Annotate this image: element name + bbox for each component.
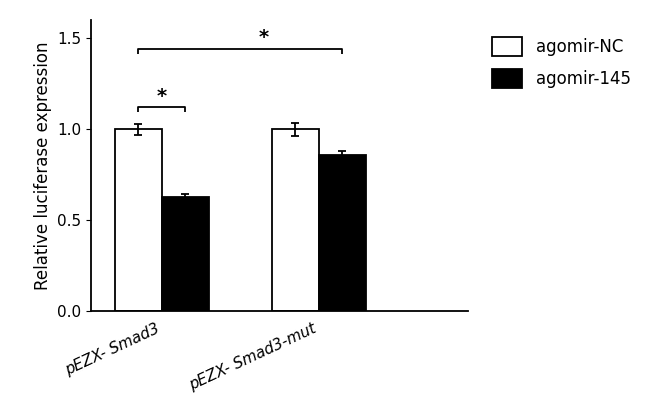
- Text: *: *: [259, 28, 269, 47]
- Bar: [162, 197, 209, 311]
- Y-axis label: Relative luciferase expression: Relative luciferase expression: [34, 41, 51, 290]
- Bar: [318, 155, 366, 311]
- Text: *: *: [157, 87, 167, 105]
- Bar: [114, 129, 162, 311]
- Legend: agomir-NC, agomir-145: agomir-NC, agomir-145: [484, 28, 639, 97]
- Bar: [272, 129, 318, 311]
